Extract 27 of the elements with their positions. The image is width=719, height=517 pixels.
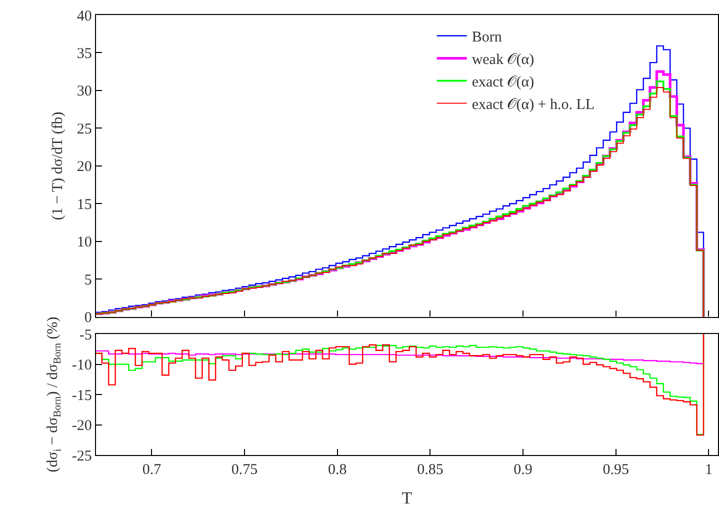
y-tick-label: -20 [72,418,92,434]
y-tick-label: 0 [84,310,92,326]
y-tick-label: 10 [76,234,92,251]
y-tick-label: -10 [72,358,92,374]
y-tick-label: 20 [76,159,92,176]
y-axis-title: (1 − T) dσ/dT (fb) [50,112,66,220]
x-tick-label: 0.8 [328,462,347,478]
legend-label: exact 𝒪(α) + h.o. LL [472,97,595,114]
x-axis-title: T [402,488,413,508]
y-tick-label: 5 [84,272,92,288]
y-tick-label: 15 [76,196,92,213]
y-tick-label: 25 [76,121,92,138]
y-tick-label: -25 [72,448,92,464]
x-tick-label: 0.95 [602,462,630,478]
y-tick-label: 30 [76,84,92,100]
x-tick-label: 0.85 [417,462,444,478]
x-tick-label: 0.9 [514,462,532,478]
x-tick-label: 1 [704,462,712,478]
x-tick-label: 0.7 [142,462,162,478]
y-tick-label: -15 [72,388,92,404]
legend-label: weak 𝒪(α) [472,52,534,68]
legend-label: exact 𝒪(α) [472,74,534,91]
y-tick-label: 40 [76,8,92,24]
x-tick-label: 0.75 [231,462,258,478]
y-tick-label: 35 [76,46,92,62]
legend-label: Born [472,30,502,46]
y-tick-label: -5 [79,327,92,344]
